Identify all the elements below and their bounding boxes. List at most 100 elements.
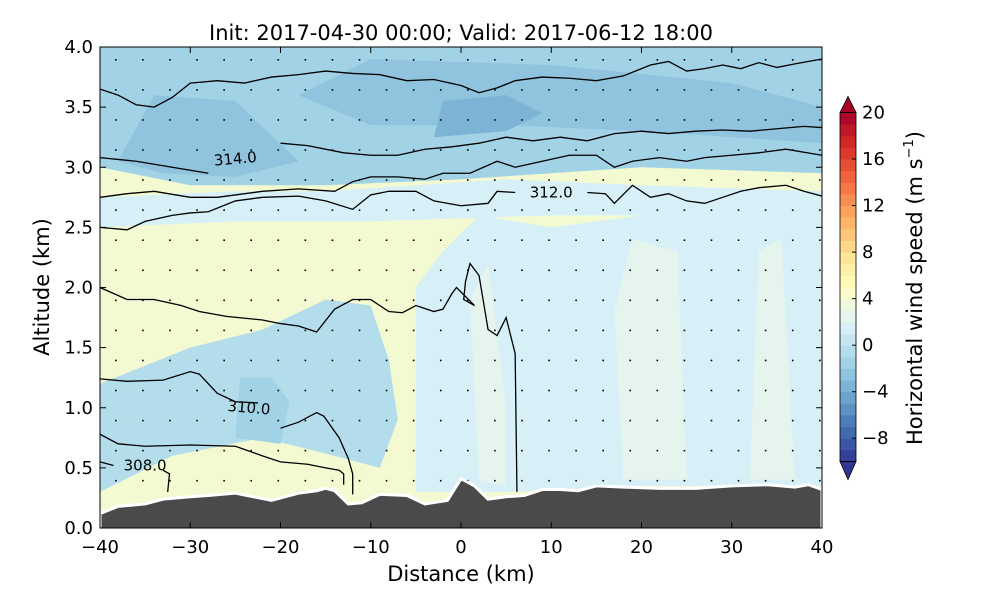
wind-vector [331, 359, 334, 362]
wind-vector [331, 119, 334, 121]
wind-vector [250, 179, 252, 181]
wind-vector [439, 479, 442, 482]
wind-vector [629, 149, 632, 151]
wind-vector [737, 269, 740, 272]
wind-vector [521, 89, 523, 91]
wind-vector [710, 329, 713, 332]
wind-vector [629, 209, 632, 211]
wind-vector [467, 59, 469, 61]
wind-vector [439, 209, 442, 211]
wind-vector [223, 59, 225, 61]
wind-vector [358, 299, 361, 302]
wind-vector [304, 209, 307, 211]
colorbar-tick-label: 12 [862, 196, 885, 217]
wind-vector [602, 179, 604, 181]
wind-vector [385, 359, 388, 362]
colorbar-band [840, 449, 856, 462]
theta-contour [100, 190, 516, 231]
wind-vector [602, 119, 604, 121]
wind-vector [385, 149, 388, 151]
wind-vector [169, 119, 171, 121]
x-tick-label: −40 [81, 537, 119, 558]
wind-vector [575, 149, 577, 151]
wind-vector [494, 299, 496, 302]
wind-vector [169, 179, 171, 181]
wind-vector [629, 419, 632, 422]
wind-vector [710, 119, 713, 121]
colorbar-band [840, 228, 856, 241]
wind-vector [791, 299, 794, 302]
wind-vector [196, 89, 198, 91]
wind-vector [142, 419, 144, 422]
colorbar-band [840, 310, 856, 323]
wind-vector [521, 269, 523, 272]
wind-vector [142, 389, 144, 392]
wind-vector [385, 389, 388, 392]
colorbar-band [840, 135, 856, 148]
wind-vector [764, 299, 767, 302]
wind-vector [250, 299, 252, 302]
wind-vector [764, 179, 767, 181]
wind-vector [439, 119, 442, 121]
wind-vector [467, 179, 469, 181]
wind-vector [467, 89, 469, 91]
x-tick-label: 30 [720, 537, 743, 558]
wind-vector [710, 149, 713, 151]
wind-vector [115, 329, 117, 332]
wind-vector [494, 269, 496, 272]
theta-contour [162, 469, 171, 492]
theta-contour [100, 370, 258, 404]
wind-vector [521, 209, 523, 211]
colorbar-label-text: Horizontal wind speed (m s [903, 158, 927, 445]
colorbar-band [840, 252, 856, 265]
wind-vector [250, 89, 252, 91]
wind-vector [169, 389, 171, 392]
wind-vector [412, 359, 415, 362]
wind-patch [433, 95, 543, 138]
wind-vector [791, 389, 794, 392]
wind-vector [764, 389, 767, 392]
wind-vector [521, 119, 523, 121]
wind-vector [656, 149, 659, 151]
wind-vector [196, 59, 198, 61]
wind-vector [791, 59, 794, 61]
wind-vector [304, 479, 307, 482]
wind-vector [494, 389, 496, 392]
wind-vector [737, 239, 740, 241]
x-tick-label: 40 [811, 537, 834, 558]
wind-vector [358, 359, 361, 362]
wind-vector [764, 359, 767, 362]
wind-vector [791, 419, 794, 422]
chart-title: Init: 2017-04-30 00:00; Valid: 2017-06-1… [209, 21, 713, 45]
wind-vector [142, 239, 144, 241]
colorbar-band [840, 240, 856, 253]
wind-vector [385, 89, 388, 91]
wind-vector [250, 119, 252, 121]
wind-vector [548, 269, 550, 272]
wind-vector [142, 329, 144, 332]
wind-vector [331, 329, 334, 332]
wind-vector [683, 479, 686, 482]
wind-vector [602, 239, 604, 241]
wind-vector [331, 59, 334, 61]
wind-vector [467, 239, 469, 241]
wind-vector [575, 179, 577, 181]
colorbar-tick-label: 0 [862, 335, 873, 356]
wind-vector [439, 89, 442, 91]
wind-vector [818, 329, 821, 332]
colorbar-band [840, 182, 856, 195]
wind-vector [250, 59, 252, 61]
wind-vector [412, 89, 415, 91]
wind-vector [169, 299, 171, 302]
wind-vector [818, 299, 821, 302]
wind-vector [575, 239, 577, 241]
wind-vector [250, 209, 252, 211]
wind-vector [304, 239, 307, 241]
wind-vector [277, 419, 280, 422]
wind-vector [521, 59, 523, 61]
wind-vector [196, 179, 198, 181]
wind-vector [250, 149, 252, 151]
wind-vector [737, 209, 740, 211]
wind-vector [656, 269, 659, 272]
wind-vector [169, 59, 171, 61]
